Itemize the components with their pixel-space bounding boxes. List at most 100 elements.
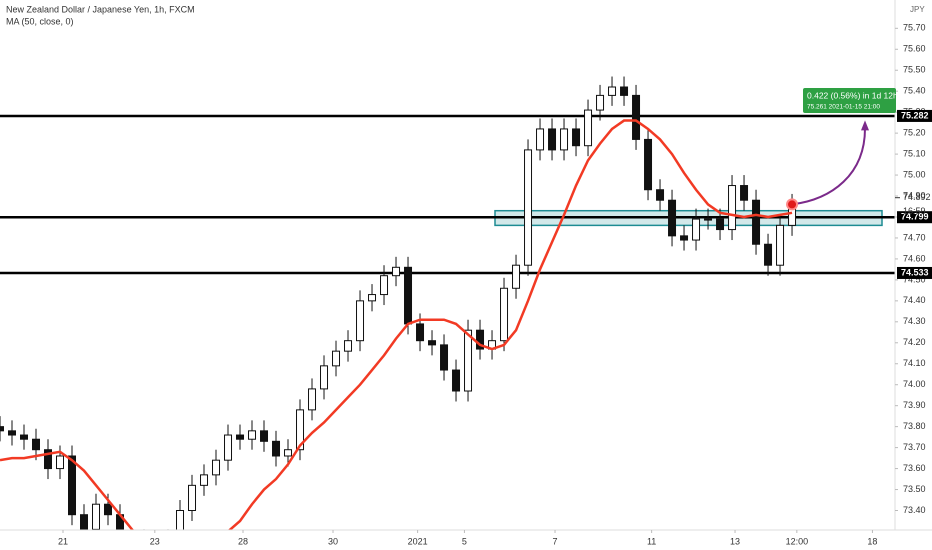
y-tick-label: 74.50 — [903, 274, 926, 284]
y-tick-label: 73.90 — [903, 400, 926, 410]
y-tick-label: 75.00 — [903, 169, 926, 179]
candle-body — [296, 409, 305, 451]
candle-body — [572, 128, 581, 147]
candle-body — [392, 266, 401, 277]
y-tick-label: 75.40 — [903, 86, 926, 96]
candle-body — [20, 434, 29, 440]
x-tick-label: 18 — [867, 536, 877, 546]
candle-body — [776, 224, 785, 266]
candle-body — [620, 86, 629, 96]
plot — [0, 76, 895, 530]
y-tick-label: 73.60 — [903, 463, 926, 473]
candle-body — [656, 189, 665, 201]
last-price-label: 74.892 — [903, 192, 931, 202]
y-tick-label: 74.00 — [903, 379, 926, 389]
y-tick-label: 74.40 — [903, 295, 926, 305]
x-tick-label: 7 — [553, 536, 558, 546]
x-tick-label: 13 — [730, 536, 740, 546]
candle-body — [464, 329, 473, 392]
candle-body — [320, 365, 329, 390]
candle-body — [380, 275, 389, 296]
y-tick-label: 74.90 — [903, 190, 926, 200]
y-tick-label: 73.50 — [903, 484, 926, 494]
candle-body — [680, 235, 689, 241]
level-label: 74.799 — [901, 212, 929, 222]
y-tick-label: 75.60 — [903, 44, 926, 54]
chart-title: New Zealand Dollar / Japanese Yen, 1h, F… — [6, 4, 195, 14]
y-tick-label: 75.50 — [903, 65, 926, 75]
candle-body — [632, 94, 641, 140]
projection-detail: 75.261 2021-01-15 21:00 — [807, 104, 880, 111]
last-marker — [786, 198, 799, 211]
candle-body — [104, 503, 113, 516]
candle-body — [356, 300, 365, 342]
candle-body — [68, 455, 77, 516]
candle-body — [608, 86, 617, 96]
candle-body — [692, 218, 701, 241]
y-tick-label: 73.40 — [903, 505, 926, 515]
x-tick-label: 2021 — [408, 536, 428, 546]
candle-body — [668, 199, 677, 237]
candle-body — [452, 369, 461, 392]
candle-body — [704, 218, 713, 221]
candle-body — [500, 287, 509, 342]
candle-body — [368, 294, 377, 302]
candle-body — [584, 109, 593, 147]
level-label-bg — [897, 266, 932, 279]
candle-body — [440, 344, 449, 371]
level-label-bg — [897, 211, 932, 224]
candle-body — [188, 484, 197, 512]
y-tick-label: 74.30 — [903, 316, 926, 326]
candle-body — [596, 94, 605, 111]
candle-body — [716, 218, 725, 231]
projection-box — [803, 88, 896, 113]
candle-body — [236, 434, 245, 440]
candle-body — [308, 388, 317, 411]
currency: JPY — [910, 5, 925, 14]
candle-body — [536, 128, 545, 151]
indicator-label: MA (50, close, 0) — [6, 16, 74, 26]
candle-body — [428, 340, 437, 346]
candle-body — [32, 438, 41, 451]
candle-body — [260, 430, 269, 442]
candle-body — [344, 340, 353, 352]
y-tick-label: 75.70 — [903, 23, 926, 33]
candle-body — [764, 243, 773, 266]
candle-body — [0, 426, 4, 432]
x-tick-label: 5 — [462, 536, 467, 546]
x-tick-label: 11 — [647, 536, 656, 546]
x-tick-label: 21 — [58, 536, 68, 546]
candle-body — [740, 185, 749, 201]
ma-line — [0, 119, 793, 530]
y-tick-label: 74.70 — [903, 232, 926, 242]
candle-body — [8, 430, 17, 436]
candle-body — [200, 474, 209, 486]
candle-body — [728, 185, 737, 231]
arrow-head — [861, 120, 869, 131]
candle-body — [404, 266, 413, 325]
candle-body — [224, 434, 233, 461]
candle-body — [644, 138, 653, 191]
candle-body — [752, 199, 761, 245]
candle-body — [524, 149, 533, 266]
level-label: 75.282 — [901, 110, 929, 120]
candle-body — [416, 323, 425, 342]
candle-body — [248, 430, 257, 440]
y-tick-label: 74.10 — [903, 358, 926, 368]
level-label: 74.533 — [901, 267, 929, 277]
y-tick-label: 73.70 — [903, 442, 926, 452]
x-tick-label: 12:00 — [786, 536, 809, 546]
x-tick-label: 23 — [150, 536, 160, 546]
candle-body — [212, 459, 221, 476]
candle-body — [44, 449, 53, 470]
candle-body — [512, 264, 521, 289]
countdown: 16:59 — [903, 206, 926, 216]
candle-body — [92, 503, 101, 530]
candle-body — [548, 128, 557, 151]
y-tick-label: 75.20 — [903, 128, 926, 138]
y-tick-label: 74.20 — [903, 337, 926, 347]
y-tick-label: 75.10 — [903, 148, 926, 158]
